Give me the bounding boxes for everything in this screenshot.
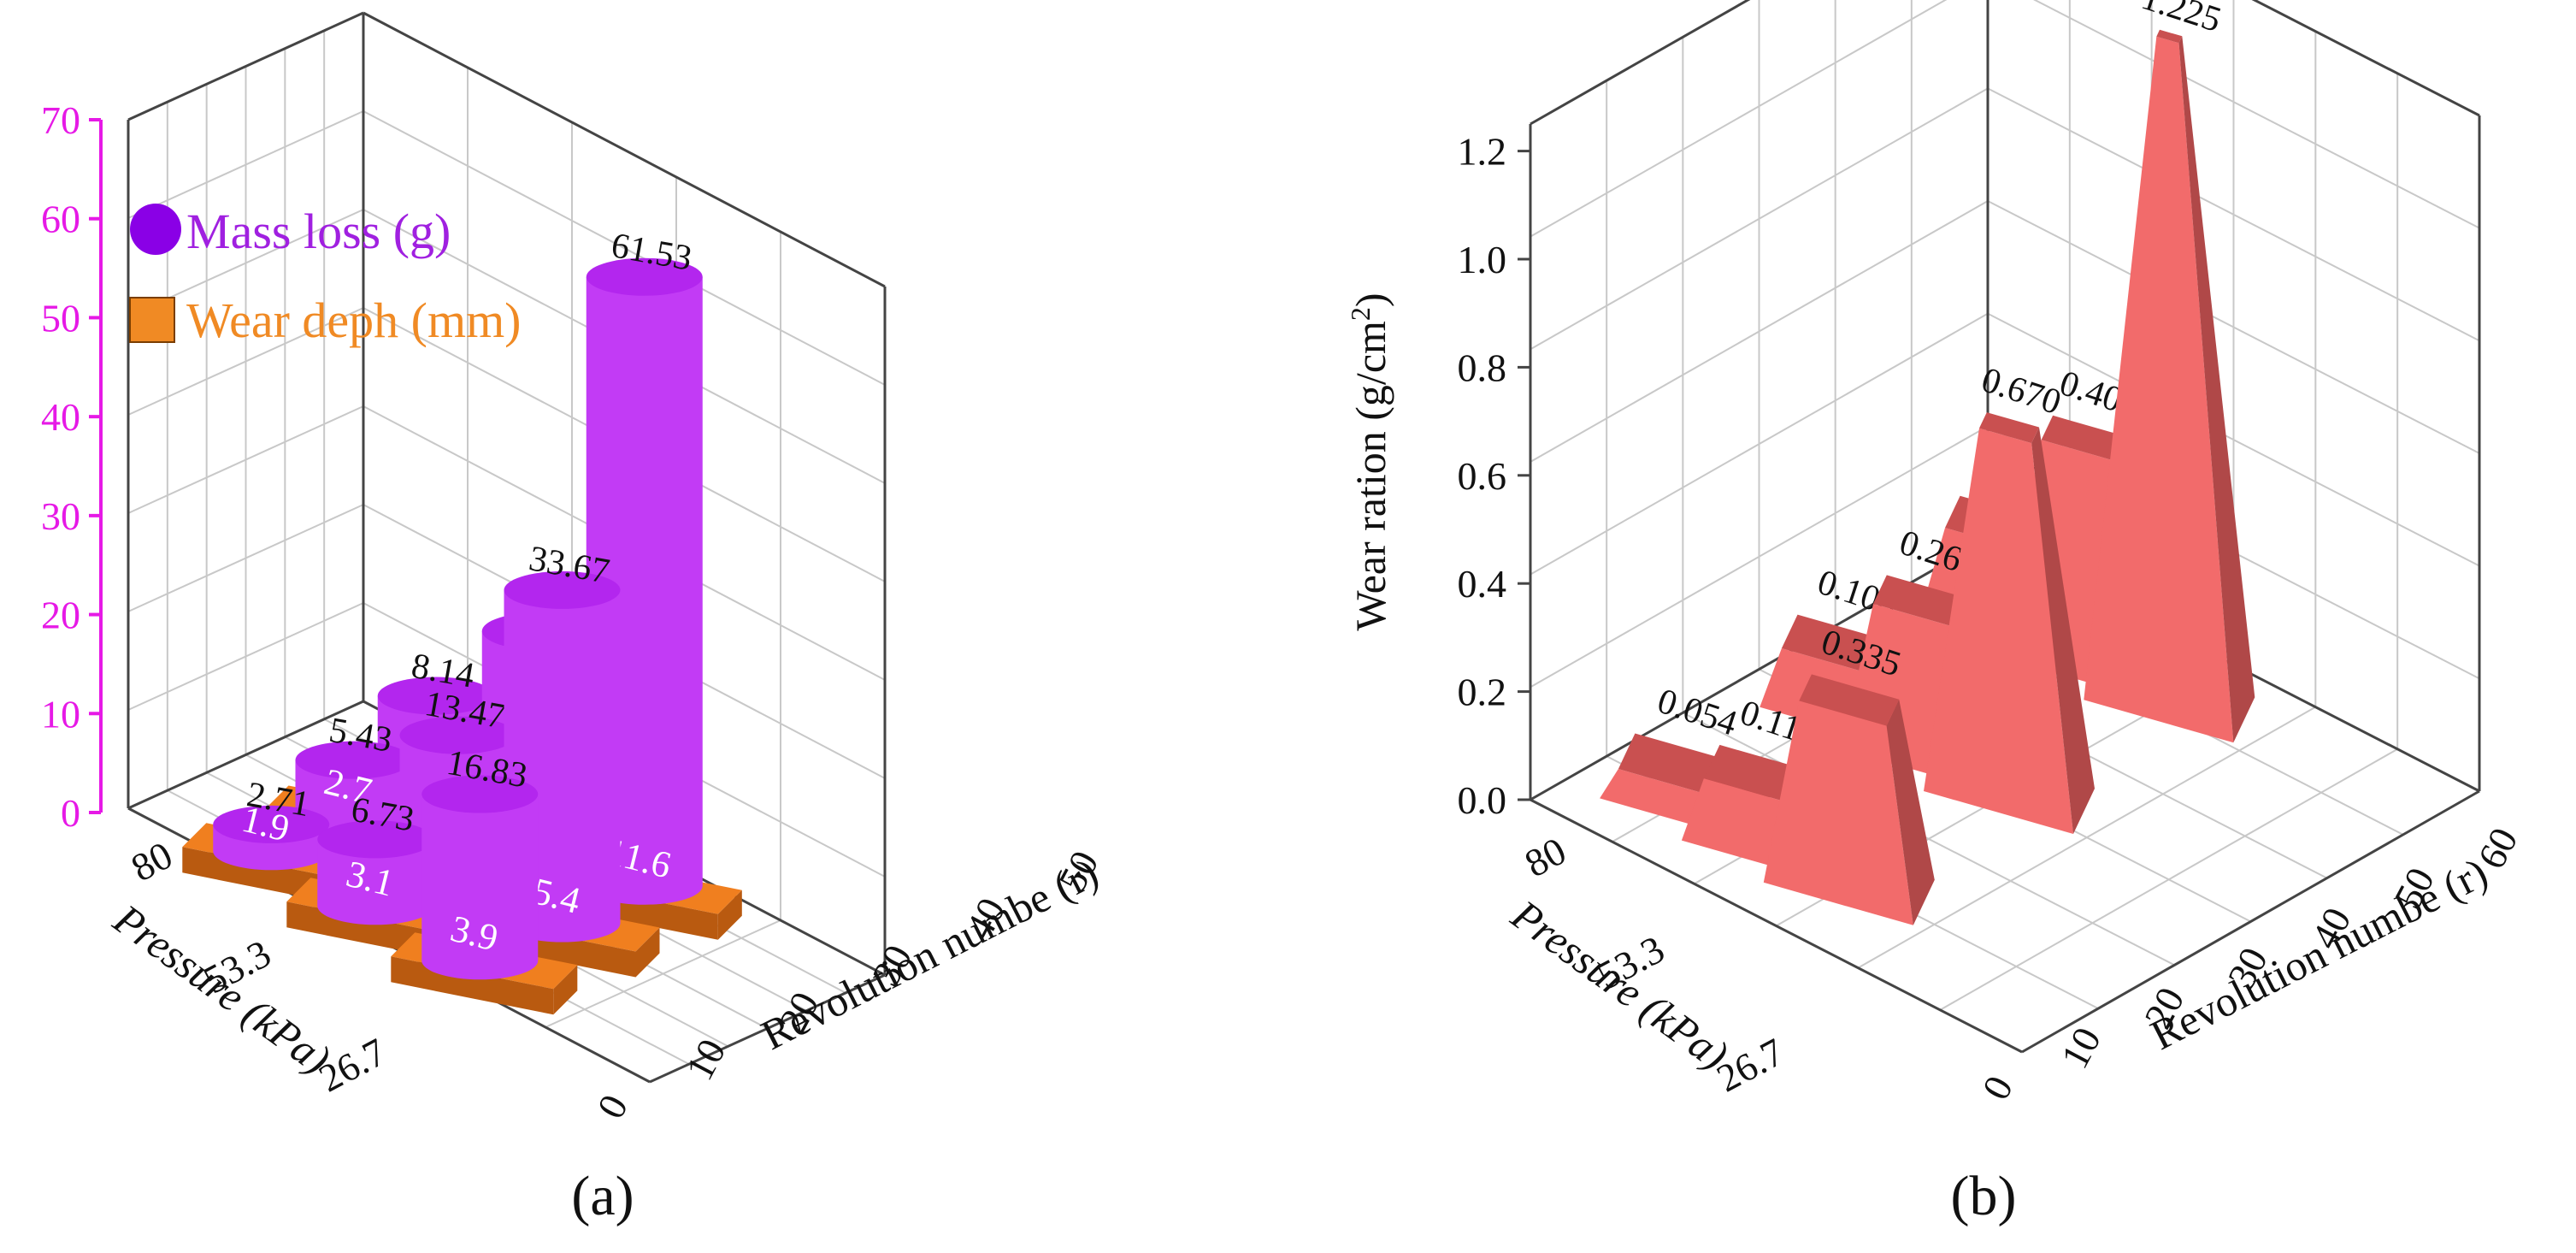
a-revolution-tick-label: 10 — [677, 1031, 734, 1087]
b-value-tick-label: 0.0 — [1458, 778, 1507, 822]
a-frame-edge — [363, 11, 886, 288]
legend-wear-depth-label: Wear deph (mm) — [186, 293, 522, 348]
b-wall-grid — [1987, 312, 2480, 567]
b-wall-grid — [1530, 312, 1989, 576]
a-pressure-tick-label: 80 — [124, 833, 180, 890]
b-value-tick-label: 1.0 — [1458, 238, 1507, 281]
mass-loss-cylinder-top — [377, 677, 494, 715]
a-value-tick-label: 10 — [41, 692, 80, 736]
wear-ratio-bar-side — [1886, 699, 1935, 925]
wear-ratio-bar-side — [2031, 427, 2095, 834]
b-value-axis-title: Wear ration (g/cm2) — [1345, 293, 1394, 630]
b-wall-grid — [1530, 425, 1989, 689]
mass-loss-cylinder-top — [421, 775, 539, 813]
a-value-tick-label: 40 — [41, 395, 80, 439]
b-frame-edge — [2251, 0, 2480, 117]
a-wall-grid — [363, 110, 886, 386]
a-value-tick-label: 50 — [41, 296, 80, 340]
wear-ratio-bar-top — [1979, 412, 2039, 444]
a-wall-grid — [127, 405, 364, 514]
legend-wear-depth-square-icon — [129, 297, 175, 343]
a-value-tick-label: 0 — [61, 791, 80, 835]
wear-depth-box-side — [717, 890, 742, 940]
wear-ratio-bar-front — [1763, 700, 1913, 925]
a-value-tick-label: 30 — [41, 494, 80, 538]
wear-ratio-bar-front — [1924, 428, 2073, 834]
wear-depth-box-side — [553, 965, 578, 1015]
b-wall-grid — [1530, 87, 1989, 351]
a-value-tick-label: 20 — [41, 594, 80, 637]
wear-ratio-bar-top — [2156, 29, 2183, 44]
mass-loss-cylinder-body — [317, 839, 434, 925]
b-frame-edge — [1530, 0, 1751, 126]
b-value-axis-title-main: Wear ration (g/cm — [1347, 321, 1394, 631]
legend-mass-loss-circle-icon — [130, 204, 181, 255]
a-frame-edge — [127, 700, 364, 810]
b-value-tick-label: 0.4 — [1458, 562, 1507, 606]
a-wall-grid — [127, 110, 364, 219]
wear-ratio-bar-top — [2041, 415, 2134, 464]
a-frame-edge — [127, 11, 364, 121]
a-revolution-tick-label: 0 — [588, 1088, 636, 1126]
a-revolution-axis-title: Revolution numbe (r) — [754, 848, 1105, 1060]
panel-label-a: (a) — [571, 1165, 634, 1227]
b-value-tick-label: 0.6 — [1458, 454, 1507, 498]
legend-mass-loss-label: Mass loss (g) — [186, 204, 451, 259]
b-wall-grid — [2033, 0, 2480, 229]
b-wall-grid — [1530, 200, 1989, 463]
a-value-tick-label: 70 — [41, 98, 80, 142]
mass-loss-cylinder-top — [317, 820, 434, 859]
mass-loss-cylinder-body — [421, 794, 539, 980]
b-value-tick-label: 0.2 — [1458, 671, 1507, 714]
a-frame-edge — [649, 973, 886, 1084]
wear-depth-box-side — [635, 927, 660, 978]
b-value-axis-title-end: ) — [1347, 293, 1394, 307]
mass-loss-cylinder-top — [586, 257, 703, 296]
a-wall-grid — [127, 602, 364, 711]
b-wall-grid — [1987, 87, 2480, 342]
mass-loss-cylinder-top — [213, 805, 330, 843]
mass-loss-cylinder-top — [399, 716, 516, 754]
b-wall-grid — [1987, 200, 2480, 454]
b-frame-edge — [1530, 798, 2023, 1054]
b-pressure-tick-label: 80 — [1518, 829, 1573, 886]
b-frame-edge — [2021, 789, 2480, 1054]
chart-panel-b: 0.0 0.2 0.4 0.6 0.8 1.0 1.2 Wear ration (g/cm2)… — [1345, 0, 2526, 1107]
b-floor-grid — [1682, 712, 2175, 966]
mass-loss-cylinder-top — [504, 570, 621, 609]
b-value-axis-title-sup: 2 — [1345, 307, 1376, 321]
panel-label-b: (b) — [1951, 1165, 2017, 1227]
b-value-tick-label: 0.8 — [1458, 346, 1507, 389]
b-revolution-tick-label: 0 — [1973, 1069, 2021, 1107]
b-value-tick-label: 1.2 — [1458, 130, 1507, 174]
a-value-tick-label: 60 — [41, 198, 80, 241]
wear-ratio-label: 1.225 — [2137, 0, 2225, 40]
b-pressure-axis-title: Pressure (kPa) — [1502, 890, 1736, 1079]
wear-ratio-bar-front — [2084, 36, 2234, 743]
wear-ratio-bar-top — [1799, 674, 1900, 726]
wear-ratio-bar-side — [2178, 36, 2255, 743]
a-wall-grid — [127, 504, 364, 612]
mass-loss-cylinder-top — [295, 741, 412, 779]
wear-ratio-label: 0.054 — [1653, 682, 1742, 744]
a-wall-grid — [127, 307, 364, 416]
mass-loss-cylinder-body — [295, 759, 412, 833]
b-wall-grid — [1530, 0, 1948, 238]
